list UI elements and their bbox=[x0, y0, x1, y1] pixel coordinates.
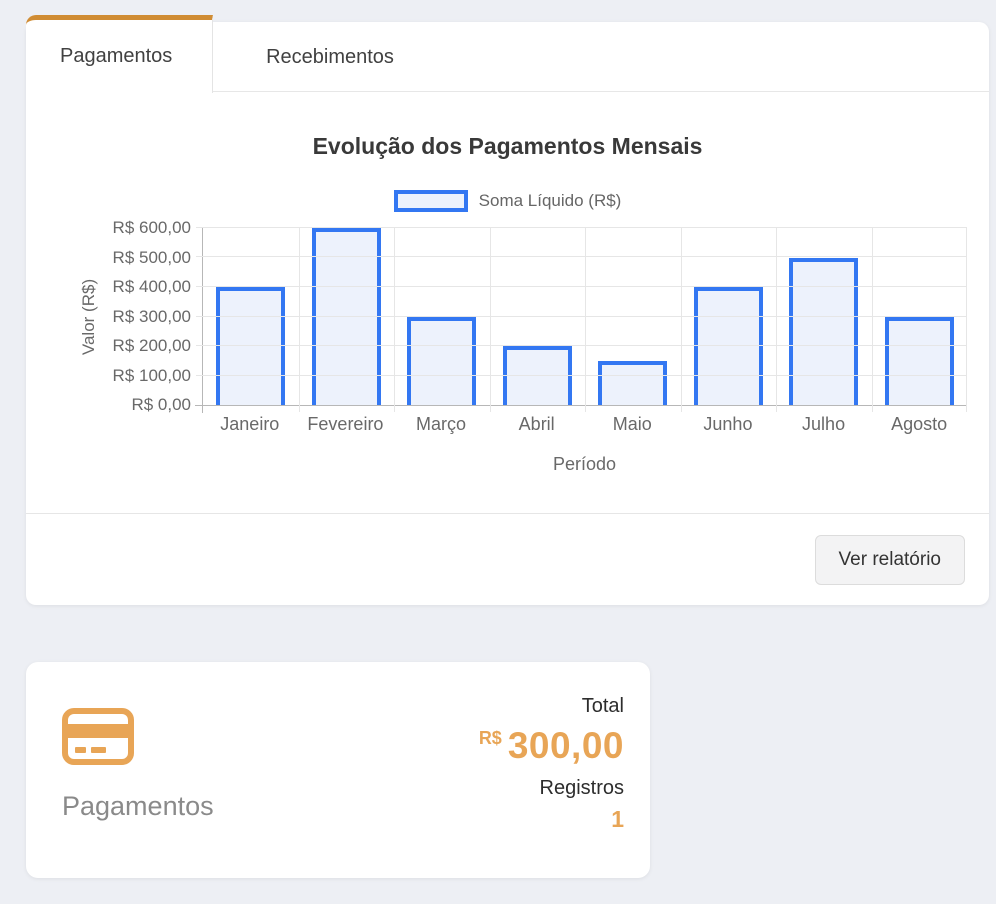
bars-layer bbox=[203, 228, 967, 405]
y-tick-label: R$ 100,00 bbox=[112, 365, 191, 385]
summary-card-label: Pagamentos bbox=[62, 791, 214, 821]
ver-relatorio-button[interactable]: Ver relatório bbox=[814, 534, 965, 585]
registros-value: 1 bbox=[611, 806, 624, 832]
v-gridline bbox=[489, 228, 491, 412]
pagamentos-summary-card: Pagamentos Total R$ 300,00 Registros 1 bbox=[26, 662, 650, 878]
bar-cell bbox=[681, 228, 777, 405]
y-tick-label: R$ 500,00 bbox=[112, 247, 191, 267]
summary-right: Total R$ 300,00 Registros 1 bbox=[479, 690, 624, 854]
h-gridline bbox=[196, 374, 967, 376]
total-label: Total bbox=[581, 695, 624, 717]
v-gridline bbox=[871, 228, 873, 412]
y-tick-label: R$ 300,00 bbox=[112, 306, 191, 326]
tab-recebimentos-label: Recebimentos bbox=[266, 45, 394, 68]
chart-card: Pagamentos Recebimentos Evolução dos Pag… bbox=[26, 15, 989, 605]
currency-symbol: R$ bbox=[478, 728, 502, 748]
v-gridline bbox=[966, 228, 967, 412]
x-axis-label: Junho bbox=[703, 414, 753, 434]
chart-bar-junho[interactable] bbox=[693, 287, 763, 405]
bar-cell bbox=[490, 228, 586, 405]
x-axis-label: Março bbox=[416, 414, 467, 434]
plot-area: Valor (R$) R$ 600,00 R$ 500,00 R$ 400,00 R$… bbox=[79, 218, 967, 414]
bar-cell bbox=[394, 228, 490, 405]
y-tick-label: R$ 0,00 bbox=[131, 395, 191, 414]
v-gridline bbox=[394, 228, 395, 412]
x-axis-labels: Janeiro Fevereiro Março Abril Maio Junho Julho… bbox=[202, 414, 967, 435]
credit-card-icon bbox=[62, 708, 134, 765]
total-value-row: R$ 300,00 bbox=[479, 725, 624, 767]
v-gridline bbox=[776, 228, 777, 412]
x-axis-label: Fevereiro bbox=[307, 414, 384, 434]
h-gridline bbox=[196, 315, 967, 317]
x-axis-label: Julho bbox=[802, 414, 846, 434]
summary-left: Pagamentos bbox=[62, 690, 214, 854]
chart-bar-maio[interactable] bbox=[598, 360, 668, 405]
x-axis-label: Agosto bbox=[891, 414, 948, 434]
chart-bar-julho[interactable] bbox=[789, 257, 859, 405]
x-axis-label: Janeiro bbox=[220, 414, 280, 434]
bar-cell bbox=[203, 228, 299, 405]
y-axis-title: Valor (R$) bbox=[79, 278, 99, 355]
total-value: 300,00 bbox=[507, 725, 624, 766]
chart-bar-abril[interactable] bbox=[502, 346, 572, 405]
v-gridline bbox=[680, 228, 682, 412]
y-tick-label: R$ 600,00 bbox=[112, 218, 191, 237]
y-tick-label: R$ 400,00 bbox=[112, 277, 191, 296]
chart-legend[interactable]: Soma Líquido (R$) bbox=[26, 190, 989, 212]
h-gridline bbox=[196, 256, 967, 258]
tab-pagamentos-label: Pagamentos bbox=[60, 45, 173, 67]
bar-cell bbox=[299, 228, 395, 405]
x-axis-title: Período bbox=[552, 454, 617, 474]
tab-bar: Pagamentos Recebimentos bbox=[26, 15, 989, 93]
chart-title: Evolução dos Pagamentos Mensais bbox=[312, 133, 703, 159]
h-gridline bbox=[196, 344, 967, 346]
h-gridline bbox=[196, 227, 967, 228]
chart-bar-agosto[interactable] bbox=[884, 316, 954, 405]
x-axis-label: Maio bbox=[612, 414, 652, 434]
v-gridline bbox=[298, 228, 300, 412]
chart-bar-março[interactable] bbox=[407, 316, 477, 405]
legend-swatch bbox=[393, 190, 468, 212]
bar-cell bbox=[776, 228, 872, 405]
chart-bar-fevereiro[interactable] bbox=[311, 228, 381, 405]
chart-bar-janeiro[interactable] bbox=[216, 287, 286, 405]
bar-cell bbox=[872, 228, 968, 405]
bar-cell bbox=[585, 228, 681, 405]
registros-label: Registros bbox=[539, 777, 624, 799]
y-tick-label: R$ 200,00 bbox=[112, 336, 191, 355]
legend-label: Soma Líquido (R$) bbox=[478, 191, 622, 210]
h-gridline bbox=[196, 285, 967, 287]
tab-recebimentos[interactable]: Recebimentos bbox=[213, 22, 447, 92]
chart-card-footer: Ver relatório bbox=[26, 513, 989, 605]
tab-pagamentos[interactable]: Pagamentos bbox=[26, 15, 213, 93]
v-gridline bbox=[585, 228, 586, 412]
x-axis-label: Abril bbox=[518, 414, 555, 434]
